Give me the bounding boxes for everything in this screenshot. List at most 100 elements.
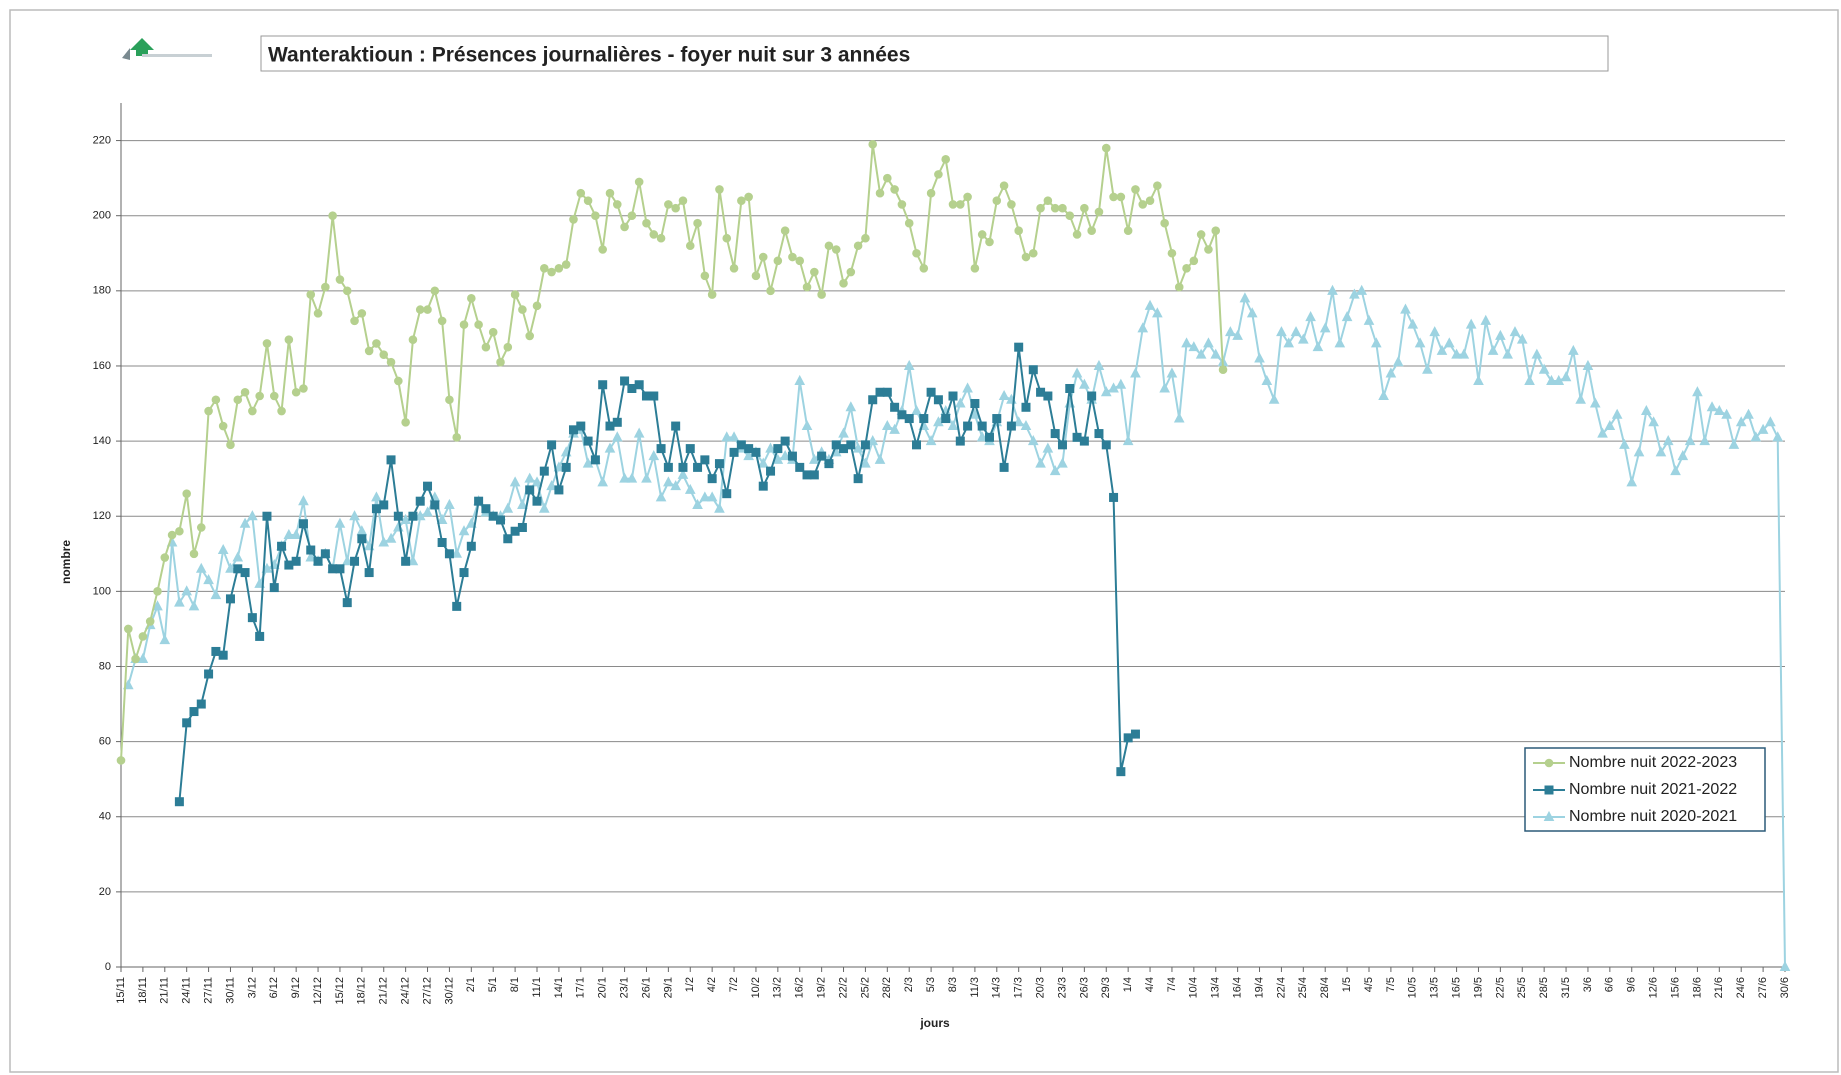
marker bbox=[992, 196, 1002, 205]
marker bbox=[290, 528, 302, 539]
marker bbox=[860, 457, 871, 468]
marker bbox=[1268, 393, 1280, 404]
marker bbox=[1211, 226, 1221, 236]
marker bbox=[677, 468, 689, 479]
x-tick-label: 21/11 bbox=[159, 977, 171, 1004]
x-tick-label: 19/2 bbox=[816, 977, 828, 998]
x-tick-label: 4/5 bbox=[1363, 977, 1375, 992]
marker bbox=[204, 406, 213, 416]
marker bbox=[699, 491, 711, 502]
marker bbox=[1370, 337, 1382, 348]
marker bbox=[1655, 446, 1667, 457]
marker bbox=[810, 267, 819, 277]
marker bbox=[137, 652, 149, 663]
x-tick-label: 16/4 bbox=[1232, 977, 1244, 998]
marker bbox=[619, 472, 630, 483]
marker bbox=[861, 233, 870, 243]
marker bbox=[153, 587, 162, 596]
marker bbox=[422, 506, 433, 517]
marker bbox=[430, 500, 440, 510]
marker bbox=[881, 419, 893, 431]
marker bbox=[152, 600, 163, 611]
marker bbox=[284, 335, 294, 344]
marker bbox=[401, 556, 411, 566]
marker bbox=[1779, 960, 1791, 971]
x-tick-label: 30/6 bbox=[1779, 977, 1791, 998]
x-tick-label: 14/1 bbox=[553, 977, 565, 998]
marker bbox=[852, 442, 864, 453]
x-tick-label: 19/5 bbox=[1472, 977, 1484, 998]
marker bbox=[159, 634, 171, 645]
x-tick-label: 3/12 bbox=[246, 977, 258, 998]
marker bbox=[620, 376, 630, 386]
marker bbox=[1087, 226, 1096, 236]
marker bbox=[649, 230, 659, 239]
marker bbox=[195, 562, 207, 573]
marker bbox=[853, 241, 863, 251]
marker bbox=[182, 489, 191, 498]
marker bbox=[1130, 729, 1140, 739]
marker bbox=[1108, 382, 1119, 393]
marker bbox=[1027, 435, 1039, 446]
marker bbox=[269, 583, 279, 593]
marker bbox=[919, 414, 929, 424]
marker bbox=[693, 462, 703, 472]
marker bbox=[1276, 326, 1287, 337]
marker bbox=[1115, 378, 1127, 389]
y-tick-label: 180 bbox=[93, 285, 111, 297]
marker bbox=[1167, 248, 1177, 258]
marker bbox=[904, 218, 914, 228]
marker bbox=[364, 568, 374, 578]
marker bbox=[1225, 326, 1236, 337]
marker bbox=[1072, 230, 1082, 239]
marker bbox=[123, 624, 133, 634]
marker bbox=[1451, 348, 1462, 359]
marker bbox=[525, 331, 535, 341]
marker bbox=[430, 286, 440, 296]
marker bbox=[824, 459, 834, 469]
x-tick-label: 23/1 bbox=[618, 977, 630, 998]
marker bbox=[1757, 423, 1769, 434]
marker bbox=[538, 502, 550, 513]
marker bbox=[386, 455, 396, 465]
marker bbox=[882, 387, 892, 397]
marker bbox=[634, 177, 644, 187]
x-tick-label: 8/1 bbox=[509, 977, 521, 992]
x-tick-label: 21/12 bbox=[378, 977, 390, 1005]
marker bbox=[239, 517, 251, 528]
marker bbox=[743, 450, 754, 461]
marker bbox=[700, 271, 710, 281]
marker bbox=[1166, 367, 1178, 378]
marker bbox=[649, 391, 659, 401]
marker bbox=[1036, 203, 1045, 213]
marker bbox=[196, 699, 206, 709]
marker bbox=[379, 350, 389, 359]
marker bbox=[189, 707, 199, 717]
marker bbox=[532, 496, 542, 506]
marker bbox=[298, 519, 308, 529]
marker bbox=[1553, 374, 1565, 385]
marker bbox=[1495, 329, 1506, 340]
x-tick-label: 12/6 bbox=[1648, 977, 1660, 998]
marker bbox=[693, 218, 702, 228]
marker bbox=[1356, 284, 1368, 295]
y-tick-label: 160 bbox=[93, 360, 111, 372]
marker bbox=[1116, 767, 1126, 777]
marker bbox=[225, 594, 235, 604]
marker bbox=[1363, 314, 1375, 325]
marker bbox=[561, 260, 571, 269]
marker bbox=[1597, 427, 1608, 438]
x-tick-label: 20/3 bbox=[1034, 977, 1046, 998]
marker bbox=[648, 450, 660, 461]
marker bbox=[846, 440, 856, 450]
x-tick-label: 11/3 bbox=[969, 977, 981, 998]
marker bbox=[1619, 438, 1630, 449]
marker bbox=[926, 188, 936, 198]
marker bbox=[372, 339, 381, 348]
y-tick-label: 120 bbox=[93, 510, 111, 522]
x-tick-label: 28/4 bbox=[1319, 977, 1331, 998]
marker bbox=[188, 600, 200, 611]
x-tick-label: 7/4 bbox=[1166, 977, 1178, 992]
marker bbox=[809, 470, 819, 480]
marker bbox=[604, 442, 616, 453]
